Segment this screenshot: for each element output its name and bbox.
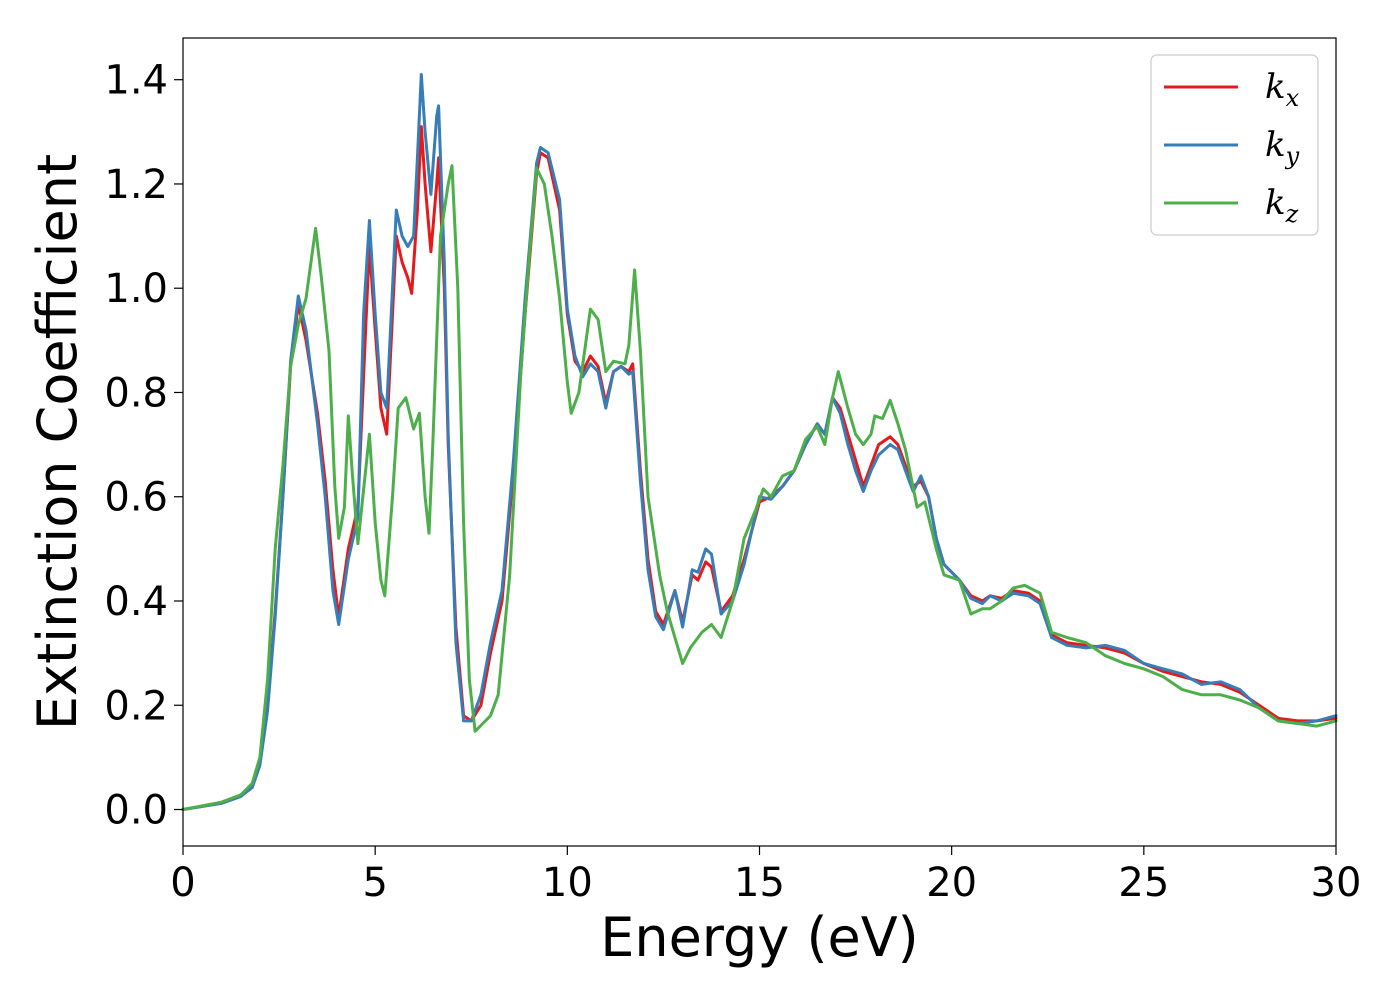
y-tick-label: 0.6: [104, 475, 168, 521]
legend-label-ky: ky: [1265, 125, 1300, 170]
y-axis-title: Extinction Coefficient: [26, 154, 89, 730]
x-tick-label: 20: [926, 860, 977, 906]
plot-frame: [182, 37, 1337, 847]
x-tick-label: 0: [170, 860, 195, 906]
y-tick-label: 0.0: [104, 788, 168, 834]
y-tick-label: 1.4: [104, 58, 168, 104]
x-tick-label: 30: [1311, 860, 1362, 906]
y-tick-label: 1.0: [104, 266, 168, 312]
x-tick-label: 10: [542, 860, 593, 906]
series-line-kz: [181, 164, 1338, 811]
axis-ticks: 0 5 10 15 20 25 30 0.0 0.2 0.4 0.6 0.8 1.0 1.2 1.4: [104, 58, 1361, 906]
y-tick-label: 0.8: [104, 370, 168, 416]
x-tick-label: 15: [734, 860, 785, 906]
x-tick-label: 5: [362, 860, 387, 906]
x-tick-label: 25: [1118, 860, 1169, 906]
plot-lines: [181, 73, 1338, 811]
series-line-ky: [181, 73, 1338, 811]
y-tick-label: 0.4: [104, 579, 168, 625]
x-axis-title: Energy (eV): [600, 906, 919, 969]
y-tick-label: 0.2: [104, 683, 168, 729]
legend-label-kx: kx: [1265, 67, 1300, 112]
y-tick-label: 1.2: [104, 162, 168, 208]
